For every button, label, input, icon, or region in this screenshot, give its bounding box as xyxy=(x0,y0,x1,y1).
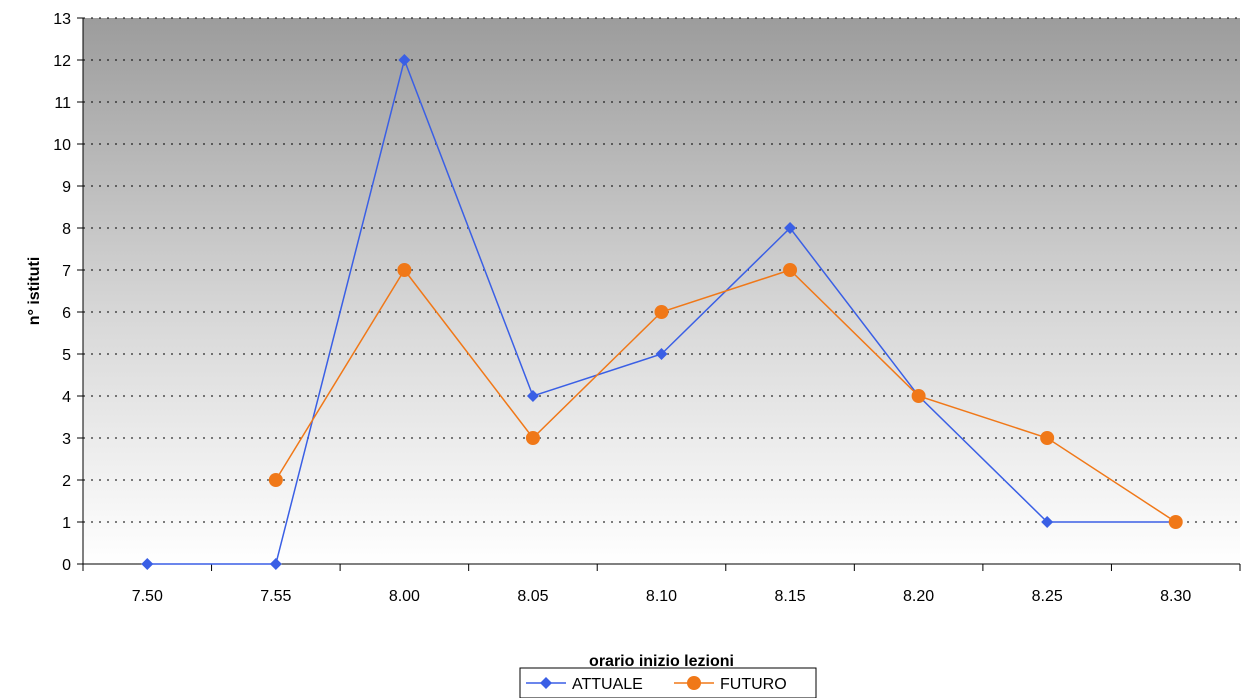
data-point xyxy=(526,390,539,402)
series-futuro xyxy=(268,263,1183,529)
y-axis-title: n° istituti xyxy=(26,257,43,326)
y-tick-label: 2 xyxy=(62,473,71,490)
data-point xyxy=(398,54,411,66)
data-point xyxy=(1168,515,1183,529)
y-tick-label: 6 xyxy=(62,305,71,322)
y-tick-label: 7 xyxy=(62,263,71,280)
data-point xyxy=(525,431,540,445)
data-point xyxy=(784,222,797,234)
legend-marker xyxy=(540,677,552,689)
y-tick-label: 10 xyxy=(53,137,71,154)
plot-area xyxy=(83,18,1240,564)
data-point xyxy=(654,305,669,319)
x-tick-label: 8.25 xyxy=(1032,588,1063,605)
x-tick-label: 7.50 xyxy=(132,588,163,605)
x-tick-label: 8.10 xyxy=(646,588,677,605)
series-lines xyxy=(141,54,1183,570)
data-point xyxy=(268,473,283,487)
legend-box xyxy=(519,667,817,698)
x-tick-label: 8.05 xyxy=(517,588,548,605)
y-tick-label: 1 xyxy=(62,515,71,532)
x-tick-label: 8.20 xyxy=(903,588,934,605)
legend: ATTUALE FUTURO xyxy=(519,667,817,698)
data-point xyxy=(1040,431,1055,445)
data-point xyxy=(783,263,798,277)
data-point xyxy=(1041,516,1054,528)
data-point xyxy=(655,348,668,360)
y-tick-label: 5 xyxy=(62,347,71,364)
x-tick-label: 8.00 xyxy=(389,588,420,605)
y-tick-label: 0 xyxy=(62,557,71,574)
x-tick-labels: 7.50 7.55 8.00 8.05 8.10 8.15 8.20 8.25 8.30 xyxy=(132,588,1192,605)
y-tick-label: 9 xyxy=(62,179,71,196)
x-axis-title: orario inizio lezioni xyxy=(589,653,734,670)
data-point xyxy=(141,558,154,570)
data-point xyxy=(397,263,412,277)
y-tick-label: 4 xyxy=(62,389,71,406)
series-line xyxy=(275,268,1177,523)
x-tick-label: 8.30 xyxy=(1160,588,1191,605)
y-tick-label: 13 xyxy=(53,11,71,28)
y-tick-label: 11 xyxy=(54,95,71,112)
y-tick-label: 8 xyxy=(62,221,71,238)
legend-label: FUTURO xyxy=(720,676,787,693)
y-tick-label: 12 xyxy=(53,53,71,70)
x-tick-label: 7.55 xyxy=(260,588,291,605)
data-point xyxy=(911,389,926,403)
x-tick-label: 8.15 xyxy=(774,588,805,605)
y-tick-label: 3 xyxy=(62,431,71,448)
legend-marker xyxy=(687,676,701,690)
legend-label: ATTUALE xyxy=(572,676,643,693)
data-point xyxy=(269,558,282,570)
